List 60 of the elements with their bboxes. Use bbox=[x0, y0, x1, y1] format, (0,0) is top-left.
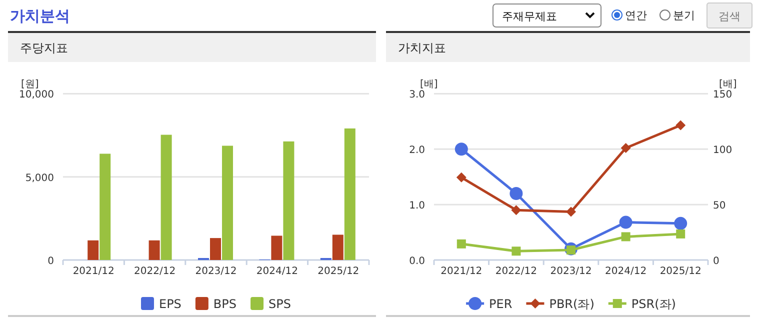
y2-tick-label: 150 bbox=[713, 90, 732, 101]
point bbox=[674, 216, 688, 230]
bar bbox=[100, 154, 111, 260]
bar bbox=[271, 236, 282, 260]
y-tick-label: 3.0 bbox=[409, 90, 425, 101]
x-tick-label: 2024/12 bbox=[605, 266, 647, 277]
point bbox=[620, 143, 631, 154]
text: 연간 bbox=[625, 9, 647, 22]
chart-title: 주당지표 bbox=[20, 41, 68, 55]
y2-tick-label: 0 bbox=[713, 256, 720, 267]
y2-axis-title: [배] bbox=[719, 79, 737, 90]
legend-label: PER bbox=[489, 297, 512, 311]
point bbox=[676, 120, 686, 130]
chart-title: 가치지표 bbox=[398, 41, 446, 55]
legend-label: PSR(좌) bbox=[631, 297, 676, 311]
bar bbox=[344, 128, 356, 260]
point bbox=[456, 172, 466, 182]
point bbox=[512, 246, 521, 256]
bar bbox=[283, 141, 294, 260]
y-axis-title: [원] bbox=[21, 79, 39, 90]
x-tick-label: 2024/12 bbox=[256, 266, 298, 277]
y-tick-label: 0 bbox=[48, 256, 54, 267]
x-tick-label: 2025/12 bbox=[318, 266, 360, 277]
y2-tick-label: 100 bbox=[713, 145, 732, 156]
point bbox=[456, 239, 466, 248]
point bbox=[619, 216, 632, 229]
bar bbox=[148, 240, 160, 260]
x-tick-label: 2025/12 bbox=[660, 266, 702, 277]
bar bbox=[160, 134, 172, 260]
dropdown: 주재무제표 bbox=[492, 4, 602, 28]
point bbox=[676, 229, 686, 238]
y-tick-label: 2.0 bbox=[409, 145, 425, 156]
x-tick-label: 2021/12 bbox=[440, 266, 482, 277]
bar bbox=[88, 240, 99, 260]
text: 검색 bbox=[718, 10, 740, 23]
legend-label: BPS bbox=[213, 297, 237, 311]
point bbox=[511, 205, 522, 216]
x-tick-label: 2023/12 bbox=[550, 266, 592, 277]
legend-label: SPS bbox=[268, 297, 292, 311]
x-tick-label: 2022/12 bbox=[134, 266, 176, 277]
point bbox=[454, 142, 468, 156]
text: 가치분석 bbox=[10, 7, 70, 25]
x-tick-label: 2023/12 bbox=[195, 266, 237, 277]
point bbox=[621, 232, 630, 242]
y-tick-label: 5,000 bbox=[25, 172, 54, 184]
text: 분기 bbox=[673, 9, 695, 22]
x-tick-label: 2021/12 bbox=[72, 266, 114, 277]
y-tick-label: 1.0 bbox=[409, 200, 425, 212]
x-tick-label: 2022/12 bbox=[495, 266, 537, 277]
bar bbox=[210, 238, 221, 260]
y2-tick-label: 50 bbox=[713, 200, 726, 212]
y-tick-label: 10,000 bbox=[19, 90, 54, 101]
y-tick-label: 0.0 bbox=[409, 256, 425, 267]
point bbox=[566, 206, 576, 217]
bar bbox=[332, 234, 344, 260]
legend-label: EPS bbox=[158, 297, 182, 311]
point bbox=[510, 186, 523, 200]
bar bbox=[222, 146, 233, 260]
y-axis-title: [배] bbox=[420, 79, 438, 90]
legend-label: PBR(좌) bbox=[549, 297, 594, 311]
